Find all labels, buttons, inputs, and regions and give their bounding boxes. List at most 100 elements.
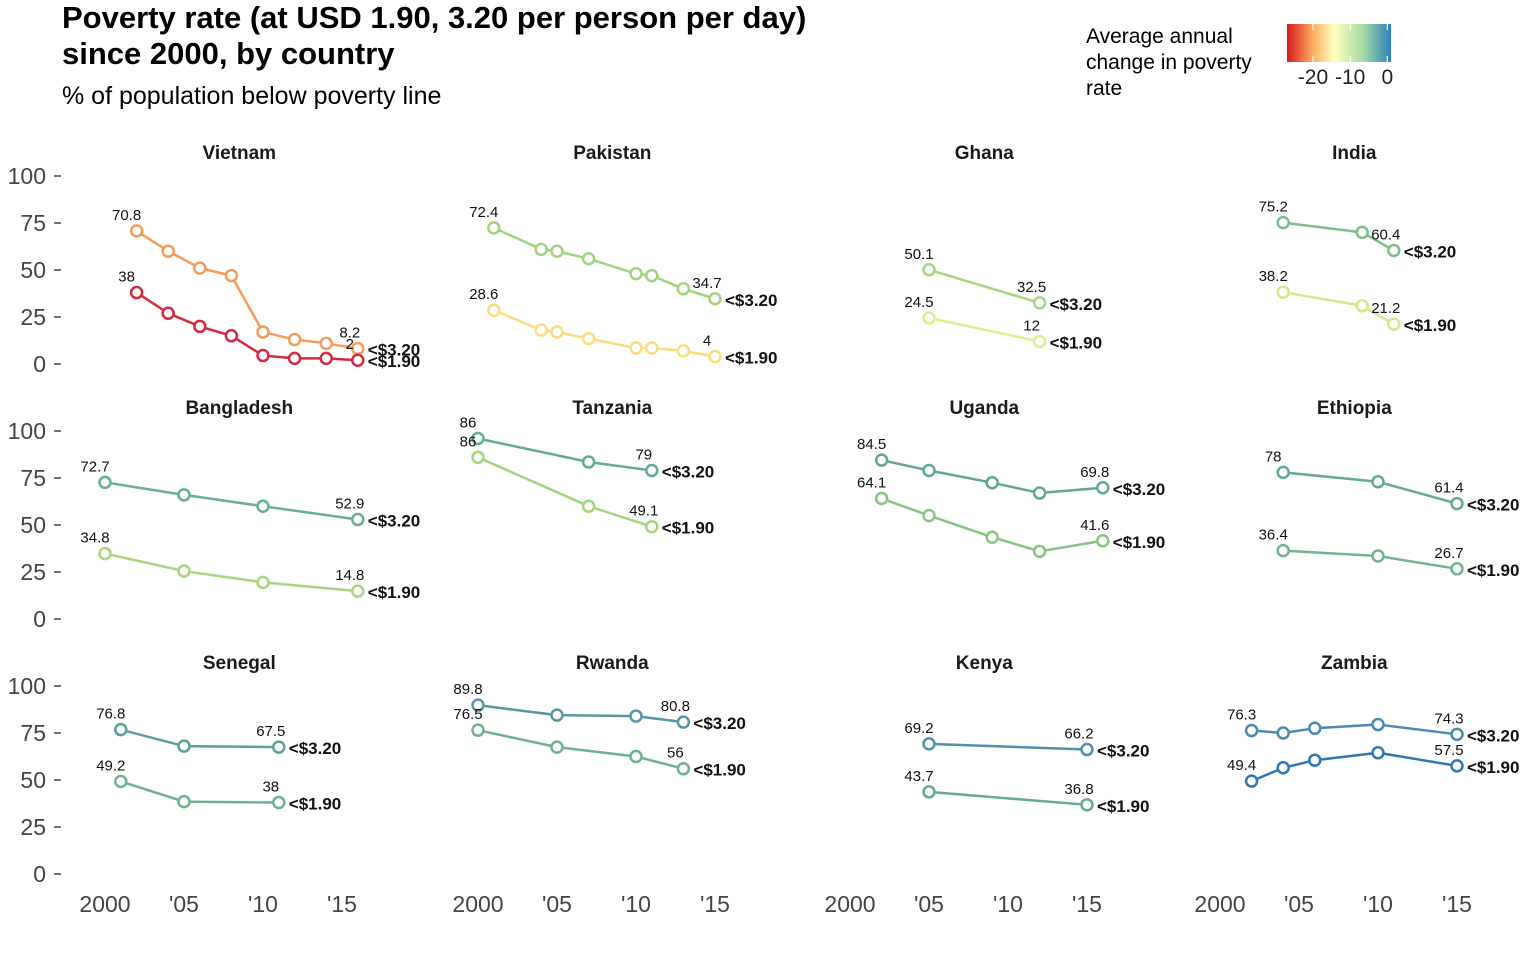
data-point (161, 306, 175, 320)
y-tick-label: 100 (8, 673, 46, 699)
data-point (256, 348, 270, 363)
x-tick-label: '15 (327, 891, 357, 917)
data-point (256, 575, 270, 590)
series-usd-3-20: 72.4 34.7<$3.20 (469, 204, 777, 310)
data-point (985, 530, 999, 544)
x-tick-label: '15 (1442, 891, 1472, 917)
panel-rwanda: Rwanda 2000 '05 '10 '15 89.8 80.8<$3.20 76.5 56 <… (452, 653, 745, 917)
series-name-label: <$3.20 (1467, 496, 1519, 515)
last-value-label: 69.8 (1080, 464, 1109, 481)
series-usd-3-20: 84.5 69.8<$3.20 (857, 436, 1165, 500)
series-name-label: <$1.90 (693, 761, 745, 780)
data-point (874, 453, 889, 467)
last-value-label: 8.2 (339, 325, 360, 342)
data-point (1080, 798, 1094, 812)
series-line (1283, 471, 1458, 505)
data-point (534, 242, 548, 257)
panel-title: Vietnam (203, 143, 277, 164)
last-value-label: 4 (703, 332, 711, 349)
data-point (1371, 717, 1385, 732)
data-point (708, 292, 722, 306)
series-name-label: <$3.20 (693, 714, 745, 733)
panels: Vietnam025507510070.88.2<$3.20382<$1.90P… (8, 143, 1520, 917)
data-point (922, 263, 936, 277)
series-line (120, 728, 279, 749)
data-point (1080, 742, 1094, 757)
data-point (1387, 317, 1401, 331)
x-tick-label: '05 (542, 891, 572, 917)
x-tick-label: 2000 (1194, 891, 1245, 917)
data-point (645, 463, 659, 478)
first-value-label: 84.5 (857, 436, 886, 453)
last-value-label: 41.6 (1080, 517, 1109, 534)
series-usd-1-90: 38 2 <$1.90 (118, 269, 420, 372)
data-point (177, 794, 191, 809)
panel-uganda: Uganda 84.5 69.8<$3.20 64.1 41.6<$1.90 (857, 398, 1165, 559)
data-point (272, 740, 286, 754)
first-value-label: 49.2 (96, 758, 125, 775)
y-tick-label: 100 (8, 418, 46, 444)
series-name-label: <$3.20 (289, 739, 341, 758)
legend-tick-label: 0 (1381, 66, 1393, 89)
series-name-label: <$1.90 (725, 348, 777, 367)
data-point (1244, 723, 1259, 738)
first-value-label: 28.6 (469, 286, 498, 303)
series-usd-1-90: 36.4 26.7<$1.90 (1259, 527, 1520, 580)
data-point (177, 739, 191, 753)
data-point (1371, 475, 1385, 489)
x-tick-label: 2000 (79, 891, 130, 917)
first-value-label: 72.4 (469, 204, 498, 221)
data-point (1276, 215, 1290, 230)
data-point (1032, 486, 1047, 500)
series-line (928, 268, 1040, 305)
last-value-label: 32.5 (1017, 279, 1046, 296)
series-name-label: <$3.20 (1050, 295, 1102, 314)
panel-vietnam: Vietnam 0 25 50 75 100 70.8 8.2 <$3.20 38 2 <$1.90 (8, 143, 421, 377)
last-value-label: 57.5 (1434, 742, 1463, 759)
data-point (287, 351, 302, 366)
data-point (471, 450, 485, 465)
first-value-label: 50.1 (904, 246, 933, 263)
panel-zambia: Zambia 2000 '05 '10 '15 76.3 74.3<$3.20 49.4 57.… (1194, 653, 1519, 917)
first-value-label: 49.4 (1227, 757, 1256, 774)
data-point (676, 715, 691, 729)
series-usd-1-90: 86 49.1<$1.90 (460, 433, 715, 537)
series-usd-3-20: 70.8 8.2 <$3.20 (112, 207, 420, 360)
data-point (224, 268, 239, 283)
series-name-label: <$1.90 (1097, 797, 1149, 816)
data-point (161, 244, 175, 258)
series-usd-1-90: 76.5 56 <$1.90 (453, 706, 745, 780)
series-line (477, 437, 652, 472)
data-point (287, 332, 302, 347)
first-value-label: 70.8 (112, 207, 141, 224)
series-usd-1-90: 43.7 36.8<$1.90 (904, 768, 1149, 816)
first-value-label: 76.3 (1227, 707, 1256, 724)
first-value-label: 86 (460, 433, 477, 450)
data-point (874, 491, 889, 506)
first-value-label: 75.2 (1259, 199, 1288, 216)
data-point (1355, 298, 1369, 313)
data-point (645, 341, 659, 355)
last-value-label: 34.7 (692, 275, 721, 292)
series-name-label: <$3.20 (1113, 480, 1165, 499)
series-usd-3-20: 50.1 32.5<$3.20 (904, 246, 1102, 314)
series-usd-3-20: 89.8 80.8<$3.20 (453, 681, 745, 733)
last-value-label: 79 (635, 446, 652, 463)
x-tick-label: '05 (914, 891, 944, 917)
data-point (922, 785, 936, 799)
data-point (193, 319, 207, 334)
data-point (534, 323, 548, 337)
data-point (471, 431, 485, 446)
data-point (1244, 774, 1259, 788)
panel-title: Senegal (203, 653, 276, 674)
series-name-label: <$1.90 (368, 352, 420, 371)
panel-india: India 75.2 60.4<$3.20 38.2 21.2<$1.90 (1259, 143, 1457, 335)
y-tick-label: 0 (33, 351, 46, 377)
data-point (581, 331, 596, 346)
panel-title: Zambia (1321, 653, 1388, 674)
data-point (629, 709, 643, 723)
last-value-label: 14.8 (335, 567, 364, 584)
data-point (256, 325, 270, 339)
series-usd-1-90: 38.2 21.2<$1.90 (1259, 268, 1457, 335)
x-tick-label: 2000 (824, 891, 875, 917)
